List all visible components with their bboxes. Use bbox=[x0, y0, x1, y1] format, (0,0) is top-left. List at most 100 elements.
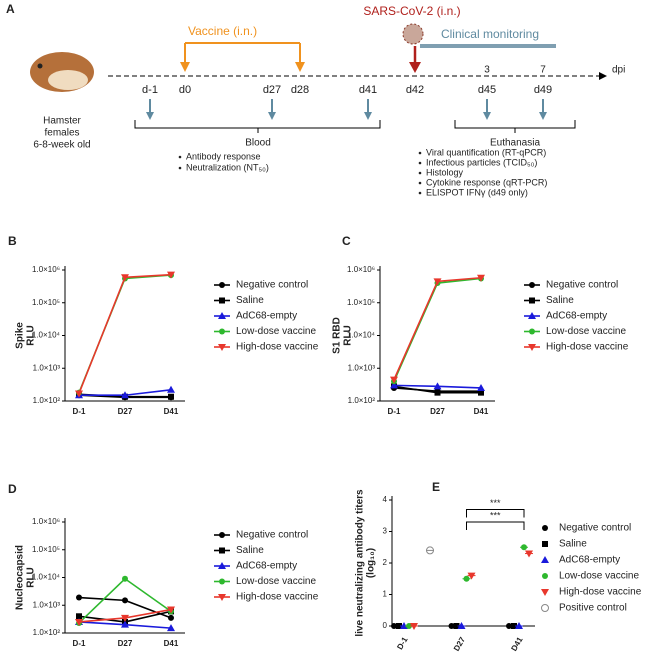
hamster-eye bbox=[37, 63, 43, 69]
challenge-label: SARS-CoV-2 (i.n.) bbox=[363, 4, 460, 18]
challenge-arrowhead bbox=[409, 62, 421, 73]
legend-label: Saline bbox=[236, 545, 264, 556]
day-label: d41 bbox=[359, 84, 377, 96]
legend-marker bbox=[541, 604, 549, 612]
legend-marker bbox=[219, 328, 225, 335]
data-point bbox=[121, 391, 129, 399]
x-tick-label: D27 bbox=[118, 639, 133, 648]
legend-marker bbox=[541, 589, 549, 596]
data-point bbox=[122, 575, 128, 582]
bullet bbox=[178, 166, 182, 170]
legend-label: Low-dose vaccine bbox=[546, 326, 626, 337]
significance-label: *** bbox=[490, 510, 501, 520]
blood-bracket bbox=[134, 120, 381, 133]
y-tick-label: 4 bbox=[383, 495, 388, 504]
y-tick-label: 1.0×10² bbox=[33, 396, 61, 405]
y-tick-label: 1.0×10⁵ bbox=[347, 298, 375, 307]
legend-marker bbox=[528, 312, 536, 319]
x-tick-label: D41 bbox=[509, 635, 524, 653]
y-axis-title: (log₁₀) bbox=[366, 548, 377, 578]
data-point bbox=[75, 618, 83, 626]
sampling-arrowhead bbox=[483, 112, 491, 120]
legend-marker bbox=[219, 282, 225, 288]
data-point bbox=[121, 614, 129, 622]
day-label: d45 bbox=[478, 84, 496, 96]
legend-marker bbox=[218, 594, 226, 601]
panel-label: C bbox=[342, 234, 351, 248]
legend-marker bbox=[219, 297, 225, 304]
virus-icon bbox=[402, 23, 424, 45]
data-point bbox=[477, 383, 485, 391]
day-label: d49 bbox=[534, 84, 552, 96]
bullet bbox=[178, 155, 182, 159]
legend-marker bbox=[218, 562, 226, 569]
blood-item: Antibody response bbox=[186, 151, 261, 161]
dpi-mark: 7 bbox=[540, 65, 546, 76]
y-tick-label: 1.0×10⁵ bbox=[32, 545, 60, 554]
legend-label: AdC68-empty bbox=[546, 311, 607, 322]
day-label: d42 bbox=[406, 84, 424, 96]
legend-marker bbox=[542, 573, 548, 579]
legend-marker bbox=[219, 547, 225, 554]
y-tick-label: 1.0×10² bbox=[33, 628, 61, 637]
legend-marker bbox=[529, 328, 535, 335]
y-tick-label: 1.0×10⁴ bbox=[347, 331, 376, 340]
x-tick-label: D41 bbox=[474, 407, 489, 416]
significance-label: *** bbox=[490, 498, 501, 508]
y-axis-title: RLU bbox=[343, 325, 354, 346]
legend-label: High-dose vaccine bbox=[546, 342, 629, 353]
legend-marker bbox=[219, 532, 225, 538]
y-tick-label: 1.0×10³ bbox=[33, 600, 61, 609]
data-point bbox=[390, 381, 398, 389]
legend-label: Negative control bbox=[546, 280, 618, 291]
blood-item: Neutralization (NT₅₀) bbox=[186, 162, 269, 172]
legend-marker bbox=[541, 556, 549, 563]
data-point bbox=[167, 385, 175, 393]
bullet bbox=[418, 191, 422, 195]
significance-bracket bbox=[466, 508, 525, 518]
x-tick-label: D27 bbox=[452, 635, 467, 653]
y-tick-label: 1.0×10³ bbox=[33, 363, 61, 372]
legend-marker bbox=[529, 282, 535, 288]
legend-label: High-dose vaccine bbox=[559, 587, 642, 598]
x-tick-label: D-1 bbox=[73, 407, 86, 416]
day-label: d27 bbox=[263, 84, 281, 96]
data-point bbox=[122, 597, 128, 604]
euthanasia-bracket bbox=[454, 120, 576, 133]
bullet bbox=[418, 151, 422, 155]
data-point bbox=[434, 389, 441, 396]
x-tick-label: D-1 bbox=[73, 639, 86, 648]
y-tick-label: 1.0×10³ bbox=[348, 363, 376, 372]
data-point bbox=[477, 274, 485, 282]
y-axis-title: RLU bbox=[26, 567, 37, 588]
sampling-arrowhead bbox=[539, 112, 547, 120]
legend-label: AdC68-empty bbox=[236, 311, 297, 322]
bullet bbox=[418, 181, 422, 185]
y-tick-label: 1.0×10⁶ bbox=[32, 265, 60, 274]
x-tick-label: D27 bbox=[118, 407, 133, 416]
subject-text: 6-8-week old bbox=[33, 140, 90, 151]
y-tick-label: 1.0×10⁴ bbox=[32, 331, 61, 340]
vaccine-bracket bbox=[184, 42, 301, 66]
x-tick-label: D-1 bbox=[395, 635, 410, 651]
day-label: d-1 bbox=[142, 84, 158, 96]
panel-label: D bbox=[8, 482, 17, 496]
data-point bbox=[433, 278, 442, 286]
legend-label: Saline bbox=[546, 295, 574, 306]
euthanasia-item: Cytokine response (qRT-PCR) bbox=[426, 177, 547, 187]
legend-label: Low-dose vaccine bbox=[236, 326, 316, 337]
blood-label: Blood bbox=[245, 138, 271, 149]
day-label: d28 bbox=[291, 84, 309, 96]
legend-label: Negative control bbox=[236, 530, 308, 541]
data-point bbox=[121, 274, 129, 282]
x-tick-label: D-1 bbox=[388, 407, 401, 416]
legend-marker bbox=[218, 312, 226, 319]
data-point bbox=[76, 594, 82, 601]
euthanasia-item: Infectious particles (TCID₅₀) bbox=[426, 157, 537, 167]
legend-label: Saline bbox=[236, 295, 264, 306]
sampling-arrowhead bbox=[364, 112, 372, 120]
y-tick-label: 0 bbox=[383, 621, 388, 630]
y-axis-title: S1 RBD bbox=[332, 317, 343, 354]
day-label: d0 bbox=[179, 84, 191, 96]
bullet bbox=[418, 161, 422, 165]
